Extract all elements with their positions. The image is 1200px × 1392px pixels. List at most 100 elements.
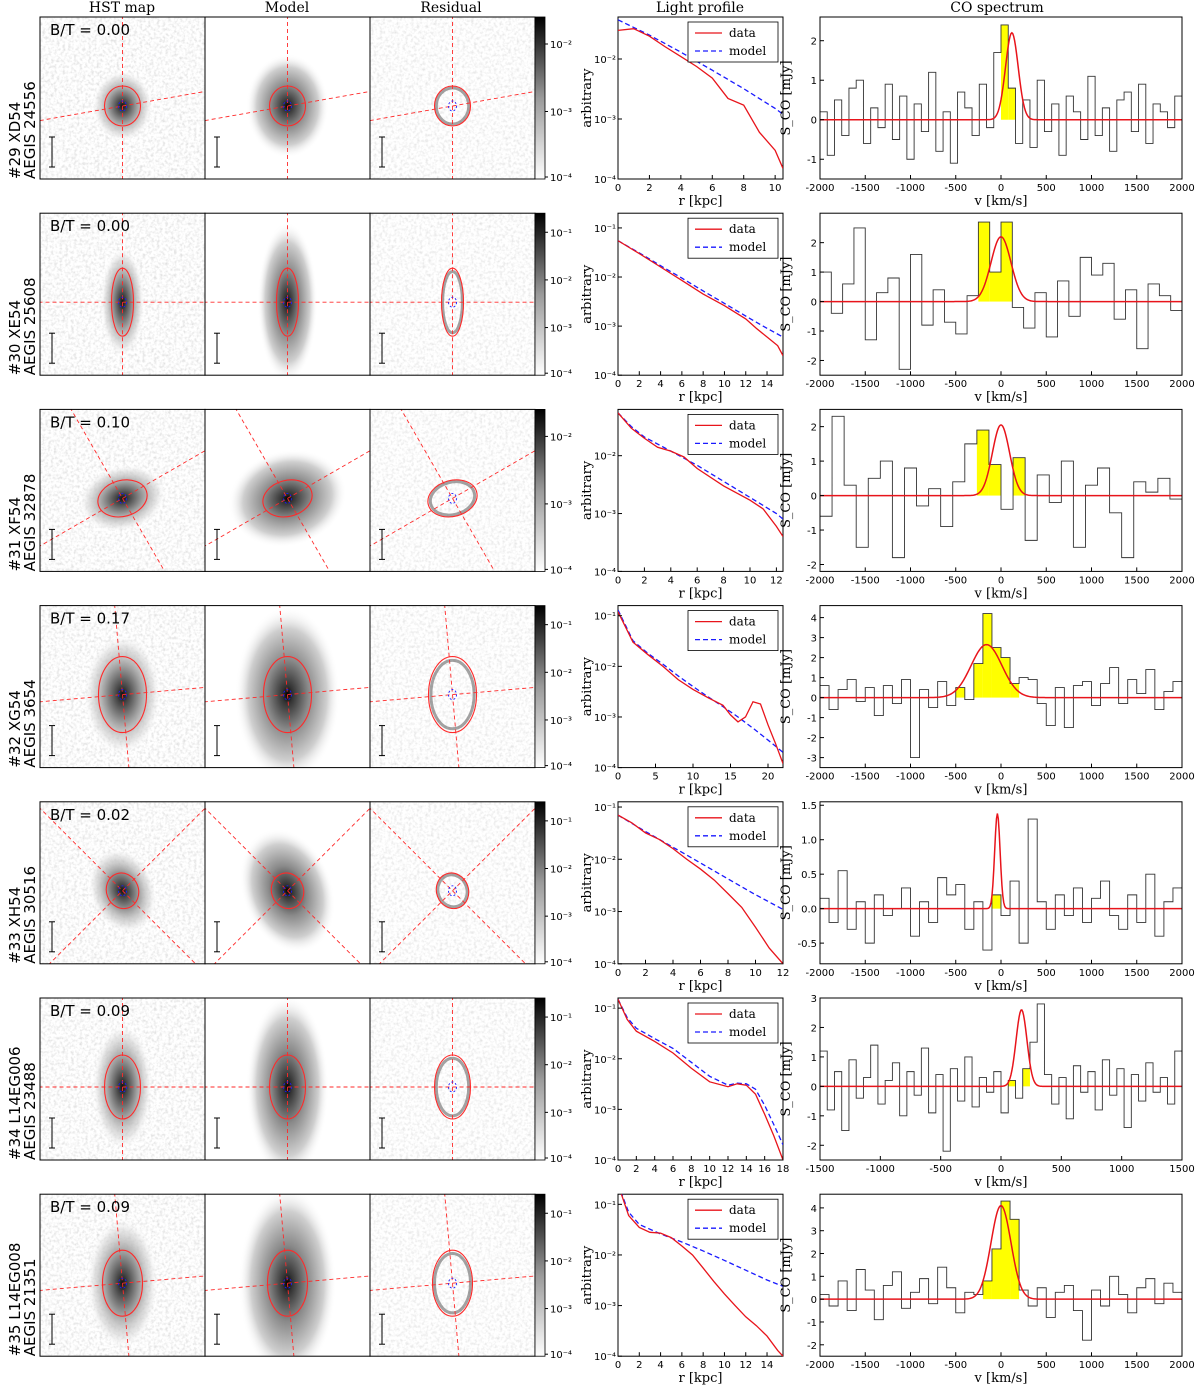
hst-panel xyxy=(39,801,206,965)
profile-plot-area xyxy=(618,240,783,356)
profile-x-tick-label: 0 xyxy=(615,379,621,390)
spectrum-y-tick-label: 3 xyxy=(811,1227,817,1238)
half-light-ellipse xyxy=(103,85,142,127)
profile-y-axis-label: arbitrary xyxy=(580,264,595,324)
spectrum-x-tick-label: 500 xyxy=(1037,575,1056,586)
spectrum-y-tick-label: 1 xyxy=(811,1272,817,1283)
spectrum-x-tick-label: -1500 xyxy=(805,1164,834,1175)
spectrum-x-tick-label: -1500 xyxy=(851,968,880,979)
profile-x-axis-label: r [kpc] xyxy=(679,390,723,405)
profile-x-tick-label: 10 xyxy=(718,1360,731,1371)
residual-panel xyxy=(369,408,536,572)
legend-data-label: data xyxy=(729,1203,756,1217)
legend-box xyxy=(687,413,779,455)
profile-x-axis-label: r [kpc] xyxy=(679,586,723,601)
spectrum-y-tick-label: 0.0 xyxy=(801,905,817,916)
spectrum-x-tick-label: 2000 xyxy=(1169,968,1194,979)
model-panel xyxy=(204,801,371,965)
gaussian-fit-line xyxy=(820,1204,1182,1300)
header-residual: Residual xyxy=(420,0,482,16)
spectrum-x-tick-label: 0 xyxy=(998,968,1004,979)
spectrum-y-axis-label: S_CO [mJy] xyxy=(779,257,794,332)
detected-channel xyxy=(955,687,965,698)
light-profile-chart: 0 2 4 6 8 10 12 10⁻¹ 10⁻² 10⁻³ 10⁻⁴ r [kpc] arbitrar… xyxy=(580,801,789,994)
profile-legend: data model xyxy=(687,806,779,848)
legend-model-label: model xyxy=(729,436,766,450)
profile-x-tick-label: 4 xyxy=(668,575,674,586)
profile-y-tick-label: 10⁻³ xyxy=(594,115,616,126)
spectrum-y-tick-label: 3 xyxy=(811,994,817,1005)
bt-ratio-label: B/T = 0.00 xyxy=(50,217,130,235)
profile-y-tick-label: 10⁻³ xyxy=(594,322,616,333)
colorbar-tick-label: 10⁻⁴ xyxy=(550,173,572,184)
spectrum-y-tick-label: -1 xyxy=(807,714,817,725)
spectrum-x-tick-label: 0 xyxy=(998,183,1004,194)
row-label-aegis: AEGIS 3654 xyxy=(21,679,39,767)
spectrum-y-tick-label: 0 xyxy=(811,694,817,705)
co-spectrum-chart: -2000 -1500 -1000 -500 0 500 1000 1500 2000 -2 -1 0… xyxy=(779,408,1195,601)
legend-data-label: data xyxy=(729,26,756,40)
colorbar-tick-label: 10⁻³ xyxy=(550,716,572,727)
half-light-ellipse xyxy=(266,1249,309,1317)
profile-y-tick-label: 10⁻³ xyxy=(594,1302,616,1313)
bulge-ellipse xyxy=(448,689,457,701)
profile-x-tick-label: 0 xyxy=(615,183,621,194)
profile-x-tick-label: 10 xyxy=(703,1164,716,1175)
noise-texture xyxy=(370,998,535,1160)
row-label-aegis: AEGIS 24556 xyxy=(21,81,39,179)
profile-x-tick-label: 0 xyxy=(615,1360,621,1371)
legend-data-label: data xyxy=(729,615,756,629)
spectrum-histogram xyxy=(820,818,1182,951)
spectrum-y-tick-label: -0.5 xyxy=(797,939,817,950)
detected-channel xyxy=(991,1248,1001,1300)
spectrum-x-tick-label: 1000 xyxy=(1109,1164,1134,1175)
spectrum-y-tick-label: -2 xyxy=(807,1141,817,1152)
colorbar-tick-label: 10⁻⁴ xyxy=(550,369,572,380)
bulge-ellipse xyxy=(118,296,127,308)
profile-x-tick-label: 10 xyxy=(744,575,757,586)
residual-panel xyxy=(369,605,536,769)
residual-image xyxy=(370,605,535,768)
gaussian-fit-line xyxy=(820,235,1182,303)
noise-texture xyxy=(370,17,535,179)
hst-image xyxy=(40,998,205,1160)
profile-y-tick-label: 10⁻² xyxy=(594,273,616,284)
noise-texture xyxy=(370,1194,535,1357)
profile-model-line xyxy=(618,19,783,115)
gaussian-fit-line xyxy=(820,31,1182,121)
spectrum-x-tick-label: 2000 xyxy=(1169,1360,1194,1371)
profile-x-tick-label: 4 xyxy=(678,183,684,194)
spectrum-x-tick-label: -1500 xyxy=(851,772,880,783)
colorbar-tick-label: 10⁻¹ xyxy=(550,1209,572,1220)
residual-structure xyxy=(428,480,477,517)
row-label-aegis: AEGIS 32878 xyxy=(21,474,39,572)
legend-data-label: data xyxy=(729,418,756,432)
legend-box xyxy=(687,217,779,259)
spectrum-x-tick-label: -1000 xyxy=(866,1164,895,1175)
bulge-ellipse xyxy=(283,885,292,897)
header-hst-map: HST map xyxy=(89,0,155,16)
spectrum-x-tick-label: 0 xyxy=(998,379,1004,390)
detected-channel xyxy=(1001,1201,1011,1300)
profile-x-tick-label: 8 xyxy=(720,575,726,586)
profile-x-tick-label: 8 xyxy=(725,968,731,979)
legend-data-label: data xyxy=(729,811,756,825)
profile-y-tick-label: 10⁻¹ xyxy=(594,803,616,814)
profile-x-tick-label: 2 xyxy=(633,1164,639,1175)
spectrum-plot-area xyxy=(820,1003,1182,1152)
profile-x-tick-label: 8 xyxy=(741,183,747,194)
detected-channel xyxy=(988,464,1001,496)
axis-dashed-line xyxy=(279,605,295,768)
spectrum-x-tick-label: -1500 xyxy=(851,183,880,194)
axis-dashed-line xyxy=(205,807,362,964)
profile-x-tick-label: 6 xyxy=(670,1164,676,1175)
spectrum-y-tick-label: 2 xyxy=(811,423,817,434)
profile-x-tick-label: 4 xyxy=(651,1164,657,1175)
spectrum-x-tick-label: -1000 xyxy=(896,772,925,783)
row-label-id-name: #35 L14EG008 xyxy=(6,1243,24,1357)
gaussian-fit-line xyxy=(820,813,1182,910)
colorbar-tick-label: 10⁻² xyxy=(550,1257,572,1268)
spectrum-histogram xyxy=(820,24,1182,164)
profile-x-tick-label: 8 xyxy=(688,1164,694,1175)
